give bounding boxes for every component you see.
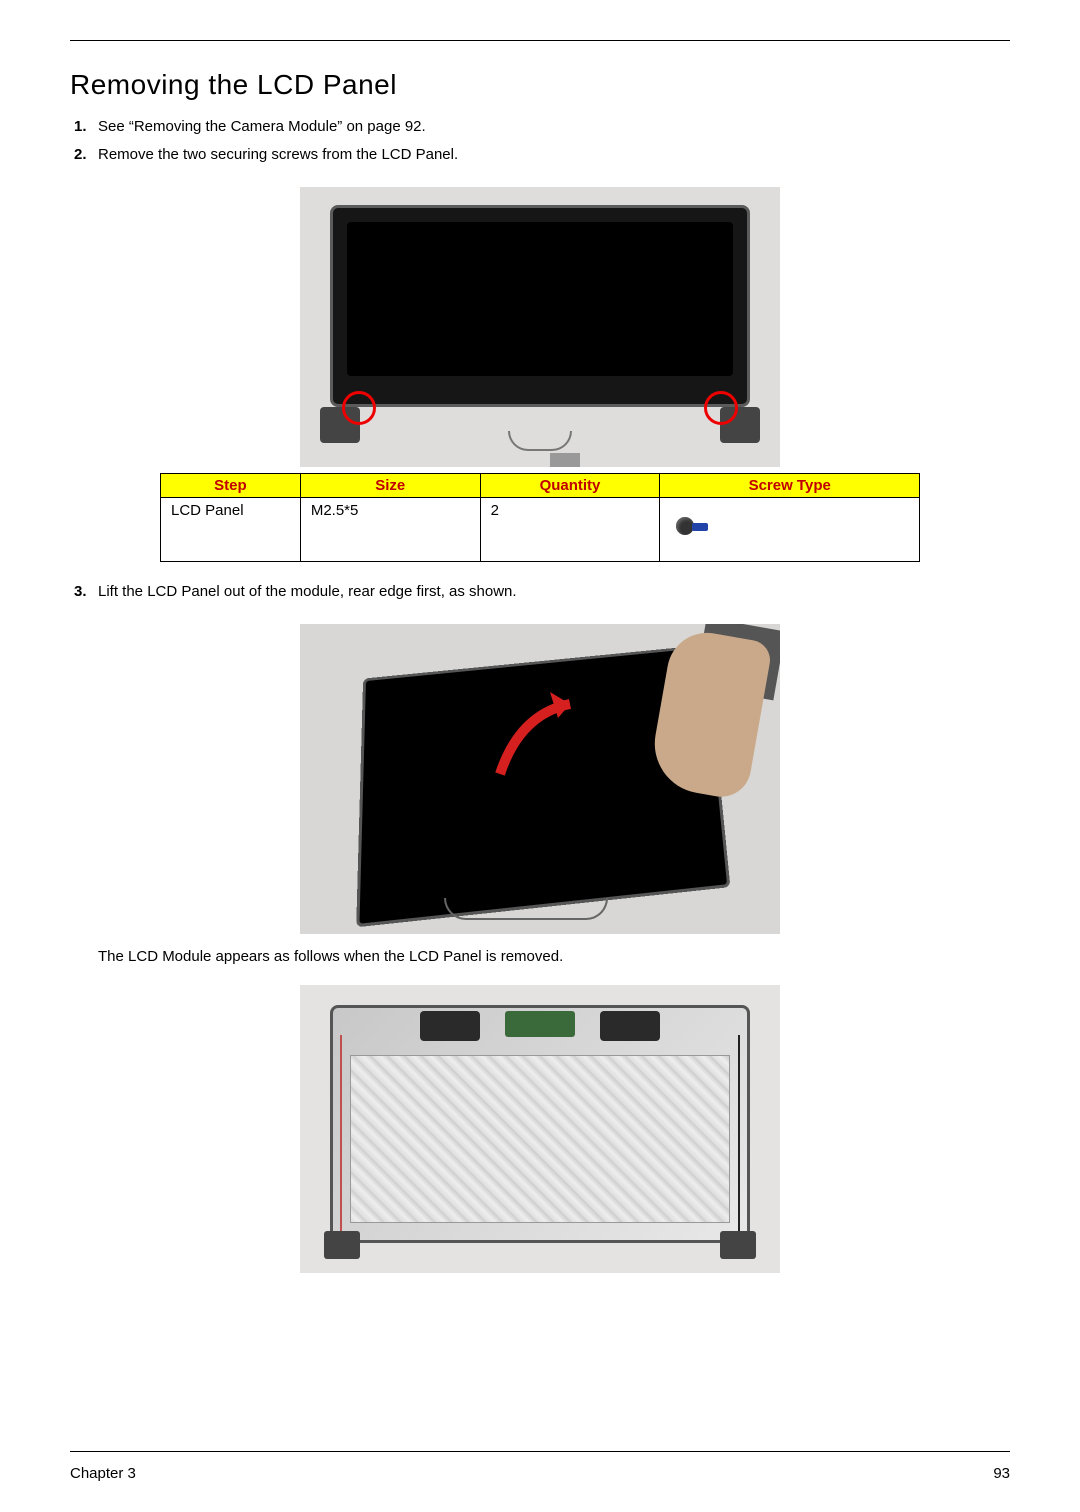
step-1: 1. See “Removing the Camera Module” on p… xyxy=(98,115,1010,139)
bottom-rule xyxy=(70,1451,1010,1452)
td-step: LCD Panel xyxy=(161,498,301,562)
top-rule xyxy=(70,40,1010,41)
figure-1 xyxy=(70,187,1010,467)
step-3-text: Lift the LCD Panel out of the module, re… xyxy=(98,583,517,600)
step-1-text: See “Removing the Camera Module” on page… xyxy=(98,118,426,135)
lift-arrow-icon xyxy=(480,674,600,794)
th-screwtype: Screw Type xyxy=(660,474,920,498)
section-title: Removing the LCD Panel xyxy=(70,69,1010,101)
footer-page-number: 93 xyxy=(993,1465,1010,1482)
th-quantity: Quantity xyxy=(480,474,660,498)
td-screwtype xyxy=(660,498,920,562)
screw-circle-left-icon xyxy=(342,391,376,425)
table-row: LCD Panel M2.5*5 2 xyxy=(161,498,920,562)
footer-chapter: Chapter 3 xyxy=(70,1465,136,1482)
step-2-text: Remove the two securing screws from the … xyxy=(98,146,458,163)
figure-3 xyxy=(70,985,1010,1273)
step-2: 2. Remove the two securing screws from t… xyxy=(98,143,1010,167)
td-size: M2.5*5 xyxy=(300,498,480,562)
figure-2 xyxy=(70,624,1010,934)
screw-table: Step Size Quantity Screw Type LCD Panel … xyxy=(160,473,920,562)
td-qty: 2 xyxy=(480,498,660,562)
table-header-row: Step Size Quantity Screw Type xyxy=(161,474,920,498)
note-text: The LCD Module appears as follows when t… xyxy=(98,948,1010,965)
step-2-num: 2. xyxy=(74,143,87,167)
screw-circle-right-icon xyxy=(704,391,738,425)
th-size: Size xyxy=(300,474,480,498)
step-1-num: 1. xyxy=(74,115,87,139)
step-3: 3. Lift the LCD Panel out of the module,… xyxy=(98,580,1010,604)
step-3-num: 3. xyxy=(74,580,87,604)
screw-icon xyxy=(670,511,710,545)
th-step: Step xyxy=(161,474,301,498)
